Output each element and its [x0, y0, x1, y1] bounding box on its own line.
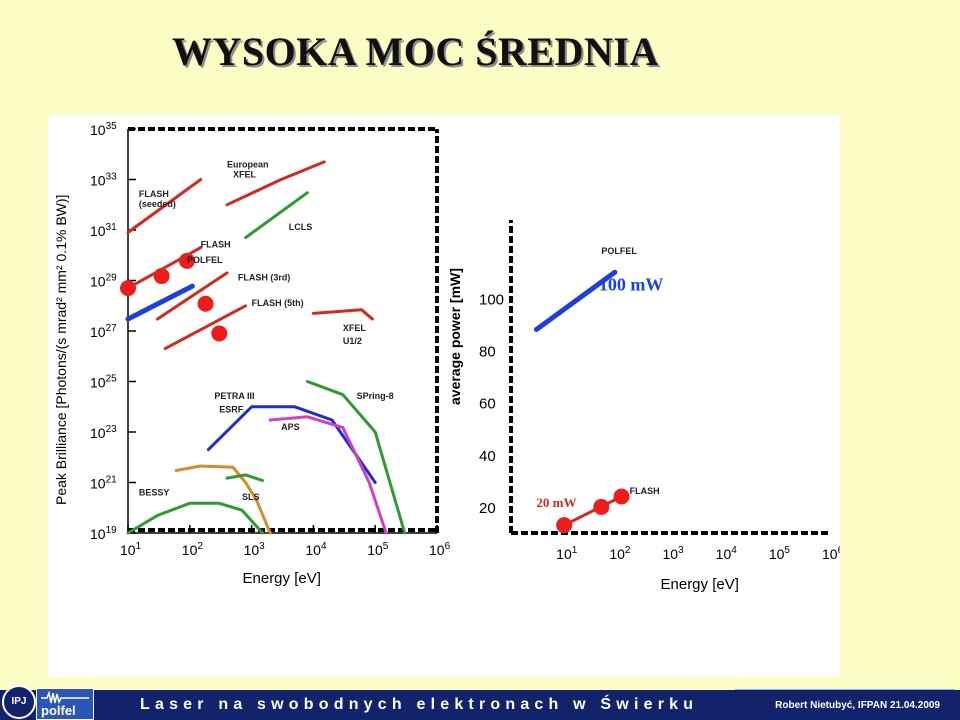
right-y-tick-label: 20	[479, 500, 496, 517]
left-series-line	[156, 271, 229, 321]
right-x-tick-label: 105	[769, 545, 791, 562]
right-series-line	[533, 269, 618, 332]
left-data-marker	[197, 295, 214, 312]
left-x-tick-label: 103	[244, 541, 266, 558]
left-series-line	[244, 191, 309, 240]
left-y-tick-label: 1031	[90, 222, 117, 239]
left-x-tick-label: 106	[429, 541, 451, 558]
left-y-tick-label: 1019	[90, 525, 117, 542]
left-data-marker	[211, 325, 228, 342]
right-data-marker	[593, 498, 610, 515]
left-annotation: PETRA III	[214, 391, 254, 401]
right-annotation: 100 mW	[599, 274, 664, 294]
footer-bar: Laser na swobodnych elektronach w Świerk…	[0, 690, 960, 720]
chart-canvas: 101 102 103 104 105 106 1019 1021 1023 1025 1027 10…	[53, 121, 840, 593]
left-annotation: BESSY	[139, 488, 170, 498]
left-data-marker	[153, 268, 170, 285]
left-x-tick-label: 102	[182, 541, 204, 558]
left-annotation: SPring-8	[357, 391, 394, 401]
right-y-tick-label: 100	[479, 291, 504, 308]
left-series-line	[206, 405, 377, 484]
right-annotation: FLASH	[630, 486, 660, 496]
left-y-tick-label: 1025	[90, 374, 117, 391]
right-x-tick-label: 106	[822, 545, 840, 562]
left-series-line	[268, 415, 388, 535]
left-data-marker	[120, 280, 136, 297]
right-data-marker	[613, 488, 630, 505]
left-series-line	[126, 178, 203, 234]
right-annotation: POLFEL	[601, 246, 637, 256]
left-y-tick-label: 1023	[90, 424, 117, 441]
right-y-tick-label: 80	[479, 343, 496, 360]
left-series-line	[126, 501, 264, 535]
slide-title: WYSOKA MOC ŚREDNIA	[172, 29, 659, 74]
left-y-tick-label: 1027	[90, 323, 117, 340]
right-x-axis-label: Energy [eV]	[661, 576, 739, 593]
footer-text: Laser na swobodnych elektronach w Świerk…	[140, 696, 699, 713]
left-x-tick-label: 104	[305, 541, 327, 558]
left-annotation: XFEL	[233, 170, 257, 180]
left-y-tick-label: 1033	[90, 172, 117, 189]
left-x-tick-label: 101	[120, 541, 142, 558]
left-annotation: APS	[281, 422, 300, 432]
left-y-tick-label: 1035	[90, 121, 117, 138]
left-series-line	[311, 308, 374, 321]
left-annotation: SLS	[242, 492, 260, 502]
left-annotation: FLASH (3rd)	[238, 273, 291, 283]
left-annotation: XFEL	[343, 323, 367, 333]
right-x-tick-label: 101	[556, 545, 578, 562]
right-data-marker	[556, 517, 573, 534]
left-series-line	[163, 304, 248, 351]
left-annotation: LCLS	[289, 222, 313, 232]
left-annotation: FLASH	[139, 189, 169, 199]
left-series-line	[305, 380, 407, 535]
footer-credit: Robert Nietubyć, IFPAN 21.04.2009	[775, 700, 940, 711]
ipj-logo: IPJ	[2, 685, 36, 719]
right-x-tick-label: 104	[716, 545, 738, 562]
left-annotation: U1/2	[343, 336, 362, 346]
left-annotation: POLFEL	[187, 255, 223, 265]
right-annotation: 20 mW	[536, 495, 576, 510]
left-annotation: FLASH	[201, 240, 231, 250]
left-y-tick-label: 1021	[90, 475, 117, 492]
left-x-axis-label: Energy [eV]	[243, 570, 321, 587]
chart-figure: 101 102 103 104 105 106 1019 1021 1023 1025 1027 10…	[48, 115, 840, 677]
right-y-tick-label: 40	[479, 448, 496, 465]
left-x-tick-label: 105	[367, 541, 389, 558]
right-y-tick-label: 60	[479, 396, 496, 413]
left-data-marker	[178, 252, 195, 269]
polfel-logo: polfel	[36, 688, 94, 720]
left-annotation: ESRF	[219, 404, 244, 414]
left-annotation: (seeded)	[139, 199, 176, 209]
right-x-tick-label: 102	[609, 545, 631, 562]
right-x-tick-label: 103	[663, 545, 685, 562]
left-series-line	[225, 473, 264, 482]
left-annotation: FLASH (5th)	[252, 298, 304, 308]
left-series-line	[125, 283, 195, 322]
waveform-icon	[41, 691, 89, 705]
right-y-axis-label: average power [mW]	[447, 268, 463, 405]
left-y-axis-label: Peak Brilliance [Photons/(s mrad² mm² 0.…	[53, 195, 69, 505]
left-annotation: European	[227, 159, 269, 169]
left-series-line	[225, 160, 326, 207]
left-y-tick-label: 1029	[90, 273, 117, 290]
